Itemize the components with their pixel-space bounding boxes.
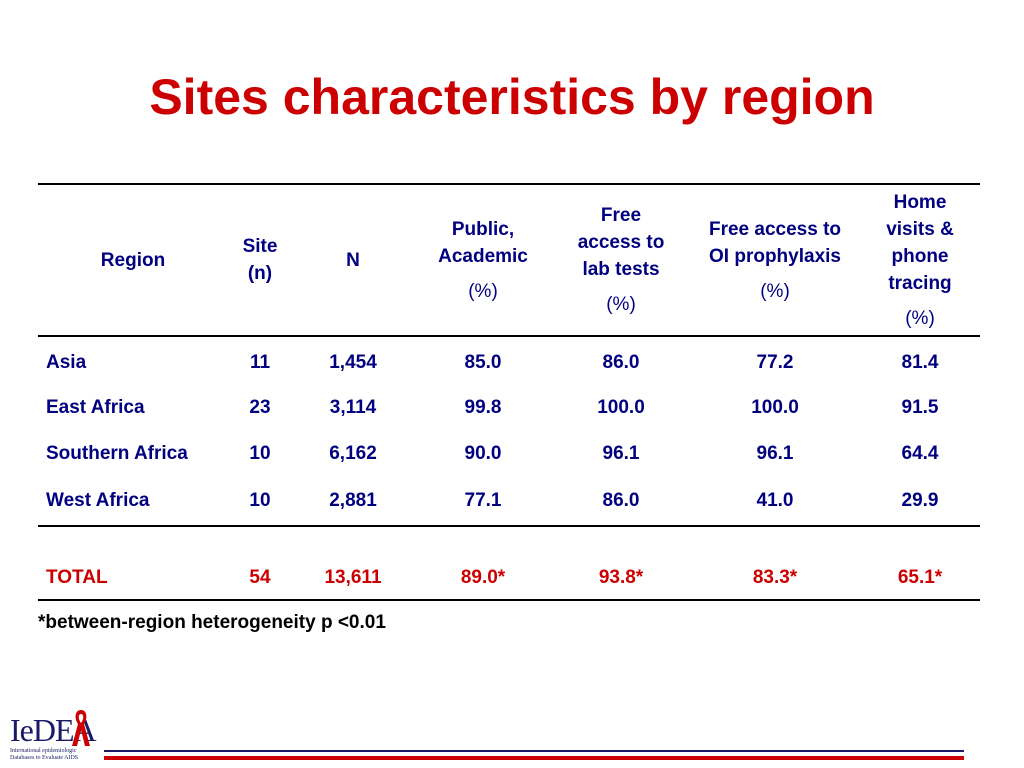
logo-subtitle-line2: Databases to Evaluate AIDS <box>10 755 79 761</box>
header-n: N <box>292 183 414 337</box>
header-free-oi-prophylaxis-unit: (%) <box>760 280 790 302</box>
cell-n: 1,454 <box>329 352 377 373</box>
total-public-academic: 89.0* <box>414 557 552 601</box>
header-home-visits-unit: (%) <box>905 307 935 329</box>
header-public-academic-unit: (%) <box>468 280 498 302</box>
table-row: Southern Africa 10 6,162 90.0 96.1 96.1 … <box>38 431 980 477</box>
region-table-container: Region Site (n) N Public, Academic (%) F… <box>38 183 980 601</box>
total-row: TOTAL 54 13,611 89.0* 93.8* 83.3* 65.1* <box>38 557 980 601</box>
header-home-visits-label: Home visits & phone tracing <box>886 191 954 294</box>
cell-n: 6,162 <box>329 443 377 464</box>
cell-public-academic: 90.0 <box>464 443 502 464</box>
cell-free-lab-tests: 86.0 <box>602 352 640 373</box>
cell-home-visits: 81.4 <box>901 352 939 373</box>
table-row: Asia 11 1,454 85.0 86.0 77.2 81.4 <box>38 336 980 385</box>
header-free-lab-tests-unit: (%) <box>606 294 636 315</box>
logo-subtitle-line1: International epidemiologic <box>10 748 77 754</box>
cell-free-lab-tests: 96.1 <box>602 443 640 464</box>
cell-region: Southern Africa <box>46 443 188 464</box>
table-spacer-row <box>38 526 980 557</box>
cell-n: 2,881 <box>292 477 414 527</box>
header-site-n: Site (n) <box>228 183 292 337</box>
header-free-lab-tests: Free access to lab tests (%) <box>552 183 690 337</box>
header-public-academic-label: Public, Academic <box>438 218 528 267</box>
cell-home-visits: 91.5 <box>901 397 939 418</box>
cell-site-n: 11 <box>249 352 271 373</box>
cell-site-n: 23 <box>249 397 271 418</box>
header-free-oi-prophylaxis-label: Free access to OI prophylaxis <box>708 218 842 267</box>
total-free-lab-tests: 93.8* <box>552 557 690 601</box>
cell-free-oi-prophylaxis: 77.2 <box>756 352 794 373</box>
cell-site-n: 10 <box>228 477 292 527</box>
header-free-oi-prophylaxis: Free access to OI prophylaxis (%) <box>690 183 860 337</box>
total-free-oi-prophylaxis: 83.3* <box>690 557 860 601</box>
footer-divider-blue <box>104 750 964 752</box>
header-site-n-label: Site (n) <box>242 236 278 284</box>
table-row: West Africa 10 2,881 77.1 86.0 41.0 29.9 <box>38 477 980 527</box>
header-n-label: N <box>346 249 360 271</box>
cell-free-oi-prophylaxis: 41.0 <box>690 477 860 527</box>
footnote: *between-region heterogeneity p <0.01 <box>38 612 386 633</box>
header-public-academic: Public, Academic (%) <box>414 183 552 337</box>
iedea-logo: IeDEA International epidemiologic Databa… <box>8 708 103 764</box>
cell-region: West Africa <box>38 477 228 527</box>
cell-home-visits: 64.4 <box>901 443 939 464</box>
cell-site-n: 10 <box>249 443 271 464</box>
cell-free-lab-tests: 86.0 <box>552 477 690 527</box>
logo-subtitle: International epidemiologic Databases to… <box>10 748 78 762</box>
red-ribbon-icon <box>72 710 90 746</box>
cell-free-oi-prophylaxis: 100.0 <box>751 397 799 418</box>
cell-free-lab-tests: 100.0 <box>597 397 645 418</box>
total-label: TOTAL <box>38 557 228 601</box>
cell-public-academic: 99.8 <box>464 397 502 418</box>
cell-free-oi-prophylaxis: 96.1 <box>756 443 794 464</box>
header-region-label: Region <box>100 249 166 271</box>
cell-n: 3,114 <box>329 397 377 418</box>
cell-region: Asia <box>46 352 87 373</box>
slide-title: Sites characteristics by region <box>149 69 875 125</box>
total-site-n: 54 <box>228 557 292 601</box>
cell-public-academic: 85.0 <box>464 352 502 373</box>
table-row: East Africa 23 3,114 99.8 100.0 100.0 91… <box>38 385 980 431</box>
sites-characteristics-table: Region Site (n) N Public, Academic (%) F… <box>38 183 980 601</box>
cell-region: East Africa <box>46 397 145 418</box>
table-header-row: Region Site (n) N Public, Academic (%) F… <box>38 183 980 337</box>
footer-divider-red <box>104 756 964 760</box>
total-home-visits: 65.1* <box>860 557 980 601</box>
header-region: Region <box>38 183 228 337</box>
header-home-visits: Home visits & phone tracing (%) <box>860 183 980 337</box>
cell-public-academic: 77.1 <box>414 477 552 527</box>
cell-home-visits: 29.9 <box>860 477 980 527</box>
header-free-lab-tests-label: Free access to lab tests <box>577 205 665 280</box>
total-n: 13,611 <box>292 557 414 601</box>
